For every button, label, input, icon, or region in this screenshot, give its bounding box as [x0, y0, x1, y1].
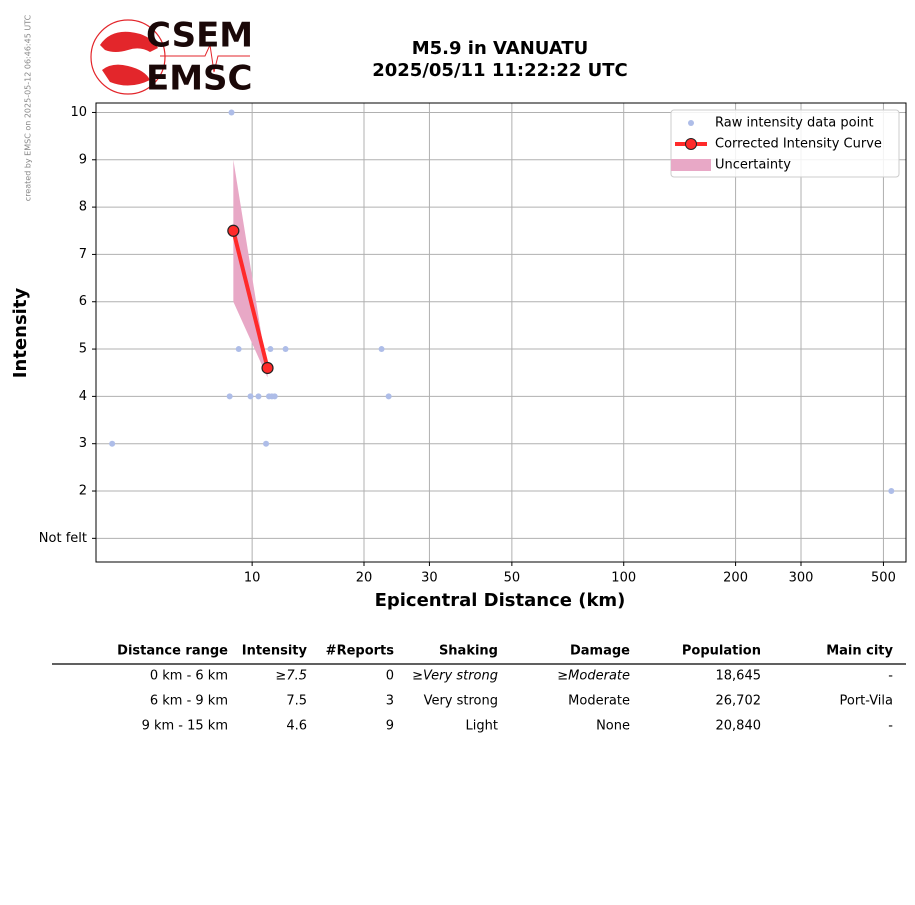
data-point [378, 346, 385, 353]
table-header: Shaking [439, 644, 498, 659]
table-cell: 9 [386, 719, 394, 734]
y-tick-label: 6 [79, 294, 87, 309]
data-point [385, 393, 392, 400]
table-cell: 26,702 [716, 694, 762, 709]
table-header: #Reports [326, 644, 395, 659]
table-cell: 0 km - 6 km [150, 669, 228, 684]
table-header: Population [682, 644, 761, 659]
table-cell: 18,645 [716, 669, 762, 684]
y-tick-label: 8 [79, 200, 87, 215]
x-tick-label: 100 [611, 571, 636, 586]
data-point [263, 440, 270, 447]
table-header: Damage [570, 644, 630, 659]
legend-swatch [671, 159, 711, 171]
logo-map [100, 31, 158, 86]
table-cell: 6 km - 9 km [150, 694, 228, 709]
legend-label: Uncertainty [715, 158, 791, 173]
y-tick-label: 9 [79, 152, 87, 167]
logo-wave [160, 43, 250, 73]
curve-marker [227, 224, 240, 237]
data-point [267, 346, 274, 353]
chart-title: M5.9 in VANUATU [412, 38, 589, 59]
table-cell: 3 [386, 694, 394, 709]
data-point [228, 109, 235, 116]
credit: created by EMSC on 2025-05-12 06:46:45 U… [24, 14, 33, 201]
y-tick-label: Not felt [39, 531, 87, 546]
table-cell: Port-Vila [840, 694, 894, 709]
y-tick-label: 2 [79, 484, 87, 499]
uncertainty-band [233, 159, 268, 378]
table-cell: 7.5 [286, 694, 307, 709]
x-tick-label: 50 [504, 571, 521, 586]
chart-subtitle: 2025/05/11 11:22:22 UTC [372, 60, 628, 81]
table-cell: 9 km - 15 km [142, 719, 228, 734]
y-tick-label: 10 [70, 105, 87, 120]
legend: Raw intensity data point Corrected Intens… [670, 109, 900, 178]
table-cell: 20,840 [716, 719, 762, 734]
table-cell: 4.6 [286, 719, 307, 734]
data-point [255, 393, 262, 400]
table-cell: Very strong [424, 694, 498, 709]
legend-box [670, 109, 900, 178]
y-axis-label: Intensity [10, 288, 31, 379]
table-cell: None [596, 719, 630, 734]
legend-swatch [685, 138, 697, 150]
table-cell: Light [466, 719, 498, 734]
x-tick-label: 300 [789, 571, 814, 586]
logo-bottom: EMSC [146, 59, 253, 99]
data-point [235, 346, 242, 353]
table-cell: ≥7.5 [275, 669, 307, 684]
table-cell: Moderate [568, 694, 630, 709]
x-tick-label: 10 [244, 571, 261, 586]
data-point [282, 346, 289, 353]
logo-ring [90, 19, 166, 95]
x-tick-label: 30 [421, 571, 438, 586]
x-axis-label: Epicentral Distance (km) [375, 590, 626, 611]
y-tick-label: 5 [79, 342, 87, 357]
x-tick-label: 200 [723, 571, 748, 586]
curve-marker [261, 361, 274, 375]
data-point [888, 488, 895, 495]
curve [231, 230, 270, 369]
data-point [109, 440, 116, 447]
legend-swatch [688, 120, 694, 126]
x-tick-label: 500 [871, 571, 896, 586]
table-header: Distance range [117, 644, 228, 659]
table-cell: - [888, 669, 893, 684]
y-tick-label: 7 [79, 247, 87, 262]
plot-frame [95, 102, 907, 563]
data-point [247, 393, 254, 400]
y-tick-label: 3 [79, 436, 87, 451]
legend-label: Raw intensity data point [715, 116, 874, 131]
table-header: Intensity [242, 644, 308, 659]
table-cell: ≥Moderate [557, 669, 630, 684]
table-cell: 0 [386, 669, 394, 684]
legend-label: Corrected Intensity Curve [715, 137, 882, 152]
y-tick-label: 4 [79, 389, 87, 404]
data-point [271, 393, 278, 400]
logo-top: CSEM [146, 16, 253, 56]
data-point [226, 393, 233, 400]
logo: CSEM EMSC [90, 16, 253, 99]
table-cell: - [888, 719, 893, 734]
x-tick-label: 20 [356, 571, 373, 586]
table-cell: ≥Very strong [412, 669, 498, 684]
table-header: Main city [826, 644, 893, 659]
